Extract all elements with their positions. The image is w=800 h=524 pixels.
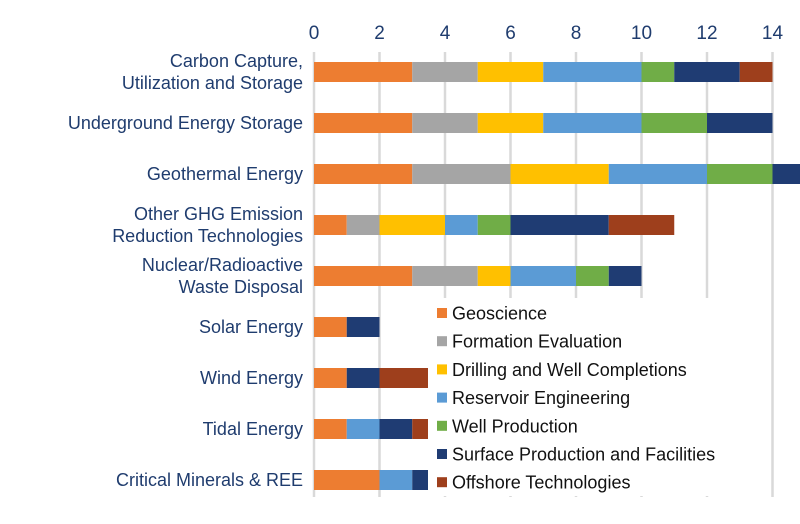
bar-segment-geoscience xyxy=(314,215,347,235)
x-tick-label: 8 xyxy=(571,23,582,44)
legend-swatch xyxy=(437,477,447,488)
bar-segment-reservoir-engineering xyxy=(543,113,642,133)
bar-segment-surface-production-and-facilities xyxy=(379,419,413,439)
bar-segment-geoscience xyxy=(314,62,413,82)
category-label: Wind Energy xyxy=(200,368,303,388)
bar-segment-reservoir-engineering xyxy=(510,266,576,286)
category-label: Other GHG Emission xyxy=(134,204,303,224)
bar-segment-well-production xyxy=(641,113,707,133)
bar-segment-well-production xyxy=(576,266,609,286)
category-label: Nuclear/Radioactive xyxy=(142,255,303,275)
category-label: Underground Energy Storage xyxy=(68,113,303,133)
category-label: Tidal Energy xyxy=(203,419,303,439)
bar-segment-geoscience xyxy=(314,266,413,286)
legend-swatch xyxy=(437,449,447,459)
bar-segment-well-production xyxy=(477,215,511,235)
legend-label: Surface Production and Facilities xyxy=(452,445,715,465)
bar-segment-well-production xyxy=(707,164,773,184)
bar-segment-reservoir-engineering xyxy=(445,215,478,235)
bars xyxy=(314,62,800,490)
bar-segment-surface-production-and-facilities xyxy=(346,317,380,337)
legend-swatch xyxy=(437,336,447,347)
bar-segment-geoscience xyxy=(314,317,347,337)
bar-segment-formation-evaluation xyxy=(412,164,511,184)
legend-swatch xyxy=(437,392,447,403)
legend-label: Offshore Technologies xyxy=(452,473,630,493)
bar-segment-well-production xyxy=(641,62,675,82)
category-label: Reduction Technologies xyxy=(112,226,303,246)
category-labels: Carbon Capture,Utilization and Storage Un… xyxy=(68,51,303,490)
bar-segment-surface-production-and-facilities xyxy=(707,113,773,133)
bar-segment-reservoir-engineering xyxy=(379,470,413,490)
bar-segment-drilling-and-well-completions xyxy=(477,113,544,133)
bar-segment-formation-evaluation xyxy=(412,113,478,133)
legend-label: Reservoir Engineering xyxy=(452,388,630,408)
bar-segment-surface-production-and-facilities xyxy=(608,266,642,286)
legend-label: Geoscience xyxy=(452,304,547,324)
bar-segment-offshore-technologies xyxy=(739,62,773,82)
bar-segment-formation-evaluation xyxy=(412,266,478,286)
category-label: Geothermal Energy xyxy=(147,164,303,184)
bar-segment-geoscience xyxy=(314,113,413,133)
legend-swatch xyxy=(437,364,447,375)
legend: Geoscience Formation Evaluation Drilling a… xyxy=(428,298,768,496)
x-tick-label: 10 xyxy=(631,23,652,44)
bar-segment-formation-evaluation xyxy=(346,215,380,235)
bar-segment-surface-production-and-facilities xyxy=(674,62,740,82)
bar-segment-drilling-and-well-completions xyxy=(379,215,445,235)
bar-segment-geoscience xyxy=(314,470,380,490)
category-label: Solar Energy xyxy=(199,317,303,337)
bar-segment-reservoir-engineering xyxy=(346,419,380,439)
x-axis-ticks: 024681012141618 xyxy=(309,23,784,44)
bar-segment-drilling-and-well-completions xyxy=(510,164,609,184)
legend-background xyxy=(428,298,768,496)
x-tick-label: 2 xyxy=(374,23,385,44)
bar-segment-drilling-and-well-completions xyxy=(477,62,544,82)
bar-segment-geoscience xyxy=(314,419,347,439)
legend-label: Formation Evaluation xyxy=(452,332,622,352)
bar-segment-geoscience xyxy=(314,164,413,184)
x-tick-label: 4 xyxy=(440,23,451,44)
category-label: Waste Disposal xyxy=(179,277,303,297)
bar-segment-surface-production-and-facilities xyxy=(510,215,609,235)
bar-segment-offshore-technologies xyxy=(608,215,675,235)
bar-segment-reservoir-engineering xyxy=(608,164,707,184)
legend-swatch xyxy=(437,420,447,431)
x-tick-label: 6 xyxy=(505,23,516,44)
bar-segment-formation-evaluation xyxy=(412,62,478,82)
legend-swatch xyxy=(437,308,447,318)
bar-segment-drilling-and-well-completions xyxy=(477,266,511,286)
x-tick-label: 14 xyxy=(762,23,784,44)
bar-segment-reservoir-engineering xyxy=(543,62,642,82)
x-tick-label: 12 xyxy=(696,23,717,44)
legend-label: Drilling and Well Completions xyxy=(452,360,687,380)
legend-label: Well Production xyxy=(452,416,578,436)
category-label: Carbon Capture, xyxy=(170,51,303,71)
category-label: Utilization and Storage xyxy=(122,73,303,93)
bar-segment-surface-production-and-facilities xyxy=(346,368,380,388)
bar-segment-geoscience xyxy=(314,368,347,388)
bar-segment-surface-production-and-facilities xyxy=(772,164,800,184)
x-tick-label: 0 xyxy=(309,23,320,44)
category-label: Critical Minerals & REE xyxy=(116,470,303,490)
